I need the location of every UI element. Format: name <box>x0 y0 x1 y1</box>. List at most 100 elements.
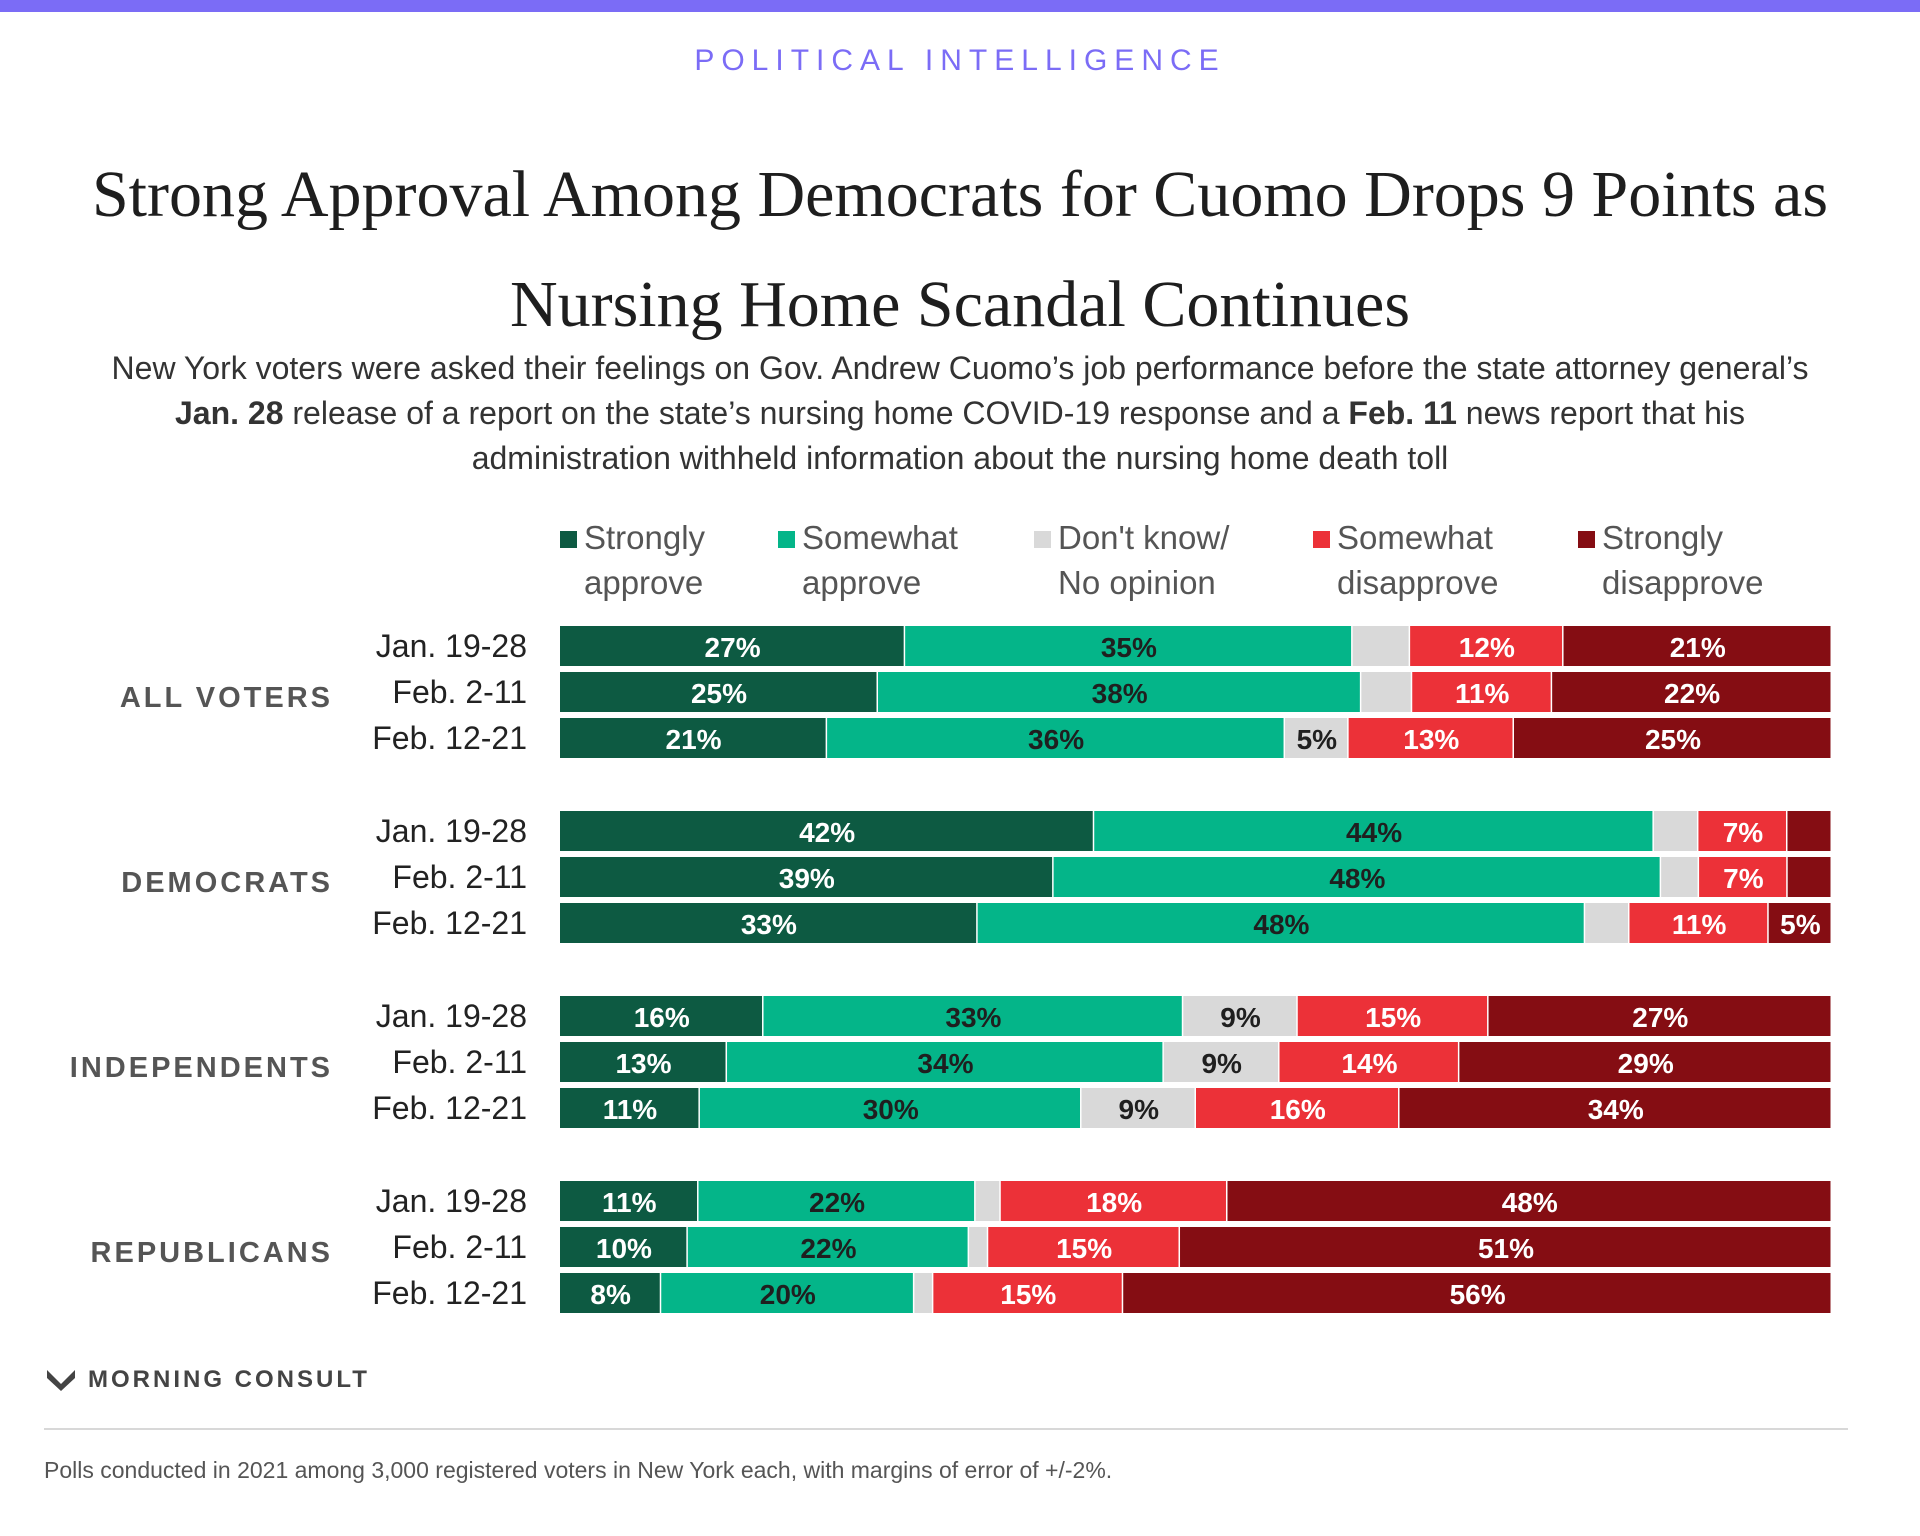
data-label: 25% <box>1645 724 1701 755</box>
legend-swatch-strongly-approve <box>560 531 577 548</box>
bar-segment-strongly-disapprove <box>1399 1088 1831 1128</box>
bar-segment-somewhat-approve <box>698 1181 975 1221</box>
bar-segment-somewhat-approve <box>827 718 1284 758</box>
data-label: 33% <box>945 1002 1001 1033</box>
bar-segment-somewhat-approve <box>727 1042 1163 1082</box>
bar-segment-dont-know <box>1661 857 1698 897</box>
bar-segment-somewhat-disapprove <box>1196 1088 1399 1128</box>
data-label: 15% <box>1000 1279 1056 1310</box>
bar-segment-somewhat-disapprove <box>933 1273 1122 1313</box>
data-label: 29% <box>1618 1048 1674 1079</box>
bar-segment-somewhat-disapprove <box>1410 626 1563 666</box>
data-label: 44% <box>1346 817 1402 848</box>
data-label: 27% <box>1632 1002 1688 1033</box>
bar-segment-somewhat-approve <box>687 1227 968 1267</box>
bar-segment-dont-know <box>1585 903 1628 943</box>
bar-segment-strongly-disapprove <box>1514 718 1831 758</box>
legend-swatch-dont-know <box>1034 531 1051 548</box>
section-kicker: POLITICAL INTELLIGENCE <box>694 44 1226 77</box>
data-label: 8% <box>590 1279 631 1310</box>
bar-segment-dont-know <box>1653 811 1697 851</box>
bar-segment-dont-know <box>1352 626 1409 666</box>
bar-segment-somewhat-approve <box>661 1273 913 1313</box>
bar-segment-strongly-approve <box>560 811 1093 851</box>
bar-segment-somewhat-disapprove <box>988 1227 1179 1267</box>
source-note: Polls conducted in 2021 among 3,000 regi… <box>44 1457 1113 1483</box>
bar-segment-strongly-approve <box>560 1042 726 1082</box>
data-label: 38% <box>1092 678 1148 709</box>
period-label: Feb. 12-21 <box>372 1090 527 1126</box>
bar-segment-strongly-disapprove <box>1227 1181 1831 1221</box>
bar-segment-strongly-approve <box>560 996 763 1036</box>
bar-segment-dont-know <box>1183 996 1297 1036</box>
data-label: 9% <box>1220 1002 1261 1033</box>
period-label: Feb. 2-11 <box>392 1229 527 1265</box>
bar-segment-somewhat-disapprove <box>1348 718 1513 758</box>
group-label-all-voters: ALL VOTERS <box>120 682 333 714</box>
legend-swatch-somewhat-approve <box>778 531 795 548</box>
bar-segment-somewhat-approve <box>878 672 1360 712</box>
legend-swatch-strongly-disapprove <box>1578 531 1595 548</box>
data-label: 11% <box>602 1187 657 1218</box>
period-label: Feb. 2-11 <box>392 1044 527 1080</box>
chart-subtitle: New York voters were asked their feeling… <box>110 346 1810 481</box>
chart-title: Strong Approval Among Democrats for Cuom… <box>91 158 1829 341</box>
data-label: 48% <box>1502 1187 1558 1218</box>
bar-segment-somewhat-disapprove <box>1699 857 1787 897</box>
data-label: 48% <box>1253 909 1309 940</box>
data-label: 36% <box>1028 724 1084 755</box>
bar-segment-strongly-disapprove <box>1768 903 1831 943</box>
bar-segment-somewhat-approve <box>763 996 1182 1036</box>
data-label: 56% <box>1450 1279 1506 1310</box>
bar-segment-strongly-disapprove <box>1787 857 1831 897</box>
data-label: 35% <box>1101 632 1157 663</box>
bar-segment-strongly-disapprove <box>1180 1227 1831 1267</box>
data-label: 7% <box>1723 817 1764 848</box>
bar-segment-strongly-approve <box>560 672 877 712</box>
period-label: Jan. 19-28 <box>376 1183 527 1219</box>
data-label: 14% <box>1341 1048 1397 1079</box>
bar-segment-somewhat-disapprove <box>1297 996 1488 1036</box>
period-label: Feb. 12-21 <box>372 720 527 756</box>
footer-divider <box>44 1428 1848 1430</box>
bar-segment-dont-know <box>1361 672 1411 712</box>
legend-swatch-somewhat-disapprove <box>1313 531 1330 548</box>
data-label: 51% <box>1478 1233 1534 1264</box>
data-label: 48% <box>1329 863 1385 894</box>
bar-segment-strongly-approve <box>560 1273 660 1313</box>
data-label: 21% <box>1670 632 1726 663</box>
data-label: 18% <box>1086 1187 1142 1218</box>
data-label: 5% <box>1780 909 1821 940</box>
bar-segment-dont-know <box>1081 1088 1195 1128</box>
period-label: Jan. 19-28 <box>376 813 527 849</box>
bar-segment-somewhat-approve <box>1053 857 1660 897</box>
period-label: Jan. 19-28 <box>376 998 527 1034</box>
bar-segment-somewhat-disapprove <box>1629 903 1768 943</box>
bar-segment-strongly-approve <box>560 1181 698 1221</box>
data-label: 11% <box>1672 909 1727 940</box>
data-label: 9% <box>1119 1094 1160 1125</box>
data-label: 22% <box>1664 678 1720 709</box>
bar-segment-somewhat-approve <box>1094 811 1653 851</box>
top-accent-bar <box>0 0 1920 12</box>
bar-segment-dont-know <box>914 1273 932 1313</box>
data-label: 21% <box>666 724 722 755</box>
data-label: 15% <box>1056 1233 1112 1264</box>
bar-segment-dont-know <box>1285 718 1348 758</box>
legend-label-somewhat-approve: Somewhat approve <box>802 519 958 601</box>
data-label: 39% <box>779 863 835 894</box>
legend-label-strongly-disapprove: Strongly disapprove <box>1602 519 1764 601</box>
bar-segment-strongly-approve <box>560 903 977 943</box>
data-label: 16% <box>1270 1094 1326 1125</box>
bar-segment-strongly-disapprove <box>1488 996 1831 1036</box>
bar-segment-somewhat-approve <box>699 1088 1081 1128</box>
data-label: 5% <box>1297 724 1338 755</box>
chart-legend: Strongly approve Somewhat approve Don't … <box>0 515 1920 605</box>
period-label: Jan. 19-28 <box>376 628 527 664</box>
group-label-independents: INDEPENDENTS <box>70 1052 333 1084</box>
bar-segment-somewhat-disapprove <box>1412 672 1551 712</box>
data-label: 42% <box>799 817 855 848</box>
logo-text: MORNING CONSULT <box>88 1366 370 1393</box>
group-label-republicans: REPUBLICANS <box>91 1237 333 1269</box>
bar-segment-dont-know <box>969 1227 987 1267</box>
